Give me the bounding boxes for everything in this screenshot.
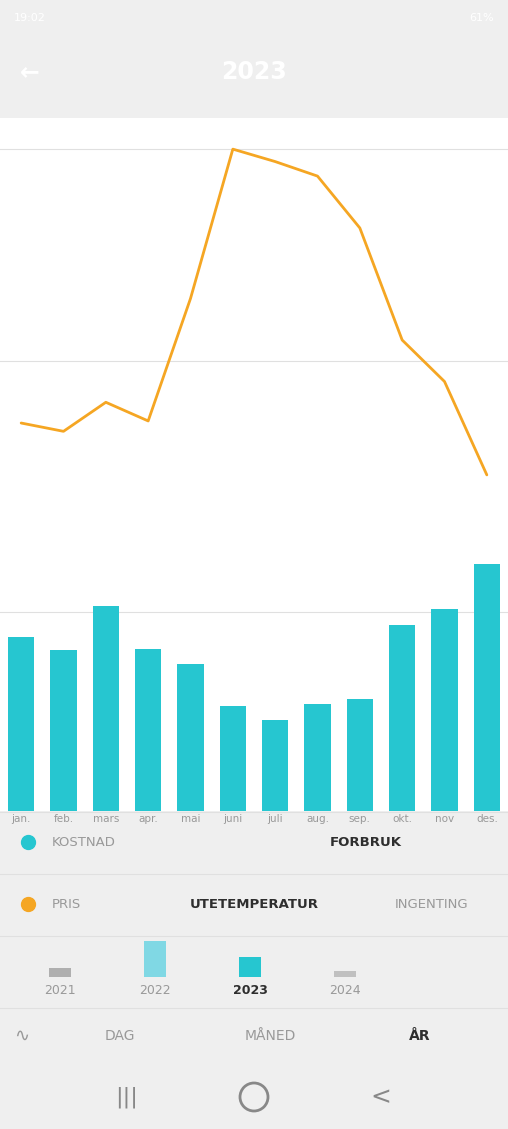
Bar bbox=[92, 606, 119, 811]
Bar bbox=[219, 706, 246, 811]
Text: |||: ||| bbox=[115, 1086, 139, 1108]
Text: UTETEMPERATUR: UTETEMPERATUR bbox=[190, 898, 319, 910]
Bar bbox=[144, 940, 166, 977]
Bar bbox=[177, 664, 204, 811]
Bar bbox=[135, 649, 162, 811]
Bar bbox=[50, 650, 77, 811]
Text: KOSTNAD: KOSTNAD bbox=[52, 835, 116, 849]
Text: ∿: ∿ bbox=[14, 1027, 29, 1045]
Bar bbox=[431, 610, 458, 811]
Bar bbox=[49, 968, 71, 977]
Text: <: < bbox=[370, 1085, 392, 1109]
Text: FORBRUK: FORBRUK bbox=[330, 835, 402, 849]
Bar bbox=[389, 625, 415, 811]
Text: 19:02: 19:02 bbox=[14, 14, 46, 23]
Text: INGENTING: INGENTING bbox=[395, 898, 468, 910]
Bar bbox=[262, 719, 289, 811]
Bar bbox=[346, 699, 373, 811]
Text: 61%: 61% bbox=[469, 14, 494, 23]
Text: ÅR: ÅR bbox=[409, 1029, 431, 1043]
Bar bbox=[8, 637, 34, 811]
Text: DAG: DAG bbox=[105, 1029, 135, 1043]
Bar bbox=[334, 971, 356, 977]
Text: 2024: 2024 bbox=[329, 984, 361, 998]
Bar bbox=[304, 703, 331, 811]
Text: ←: ← bbox=[20, 60, 40, 84]
Text: PRIS: PRIS bbox=[52, 898, 81, 910]
Text: 2023: 2023 bbox=[233, 984, 267, 998]
Text: 2021: 2021 bbox=[44, 984, 76, 998]
Text: MÅNED: MÅNED bbox=[244, 1029, 296, 1043]
Bar bbox=[239, 957, 261, 977]
Text: 2022: 2022 bbox=[139, 984, 171, 998]
Text: 2023: 2023 bbox=[221, 60, 287, 84]
Bar bbox=[473, 563, 500, 811]
